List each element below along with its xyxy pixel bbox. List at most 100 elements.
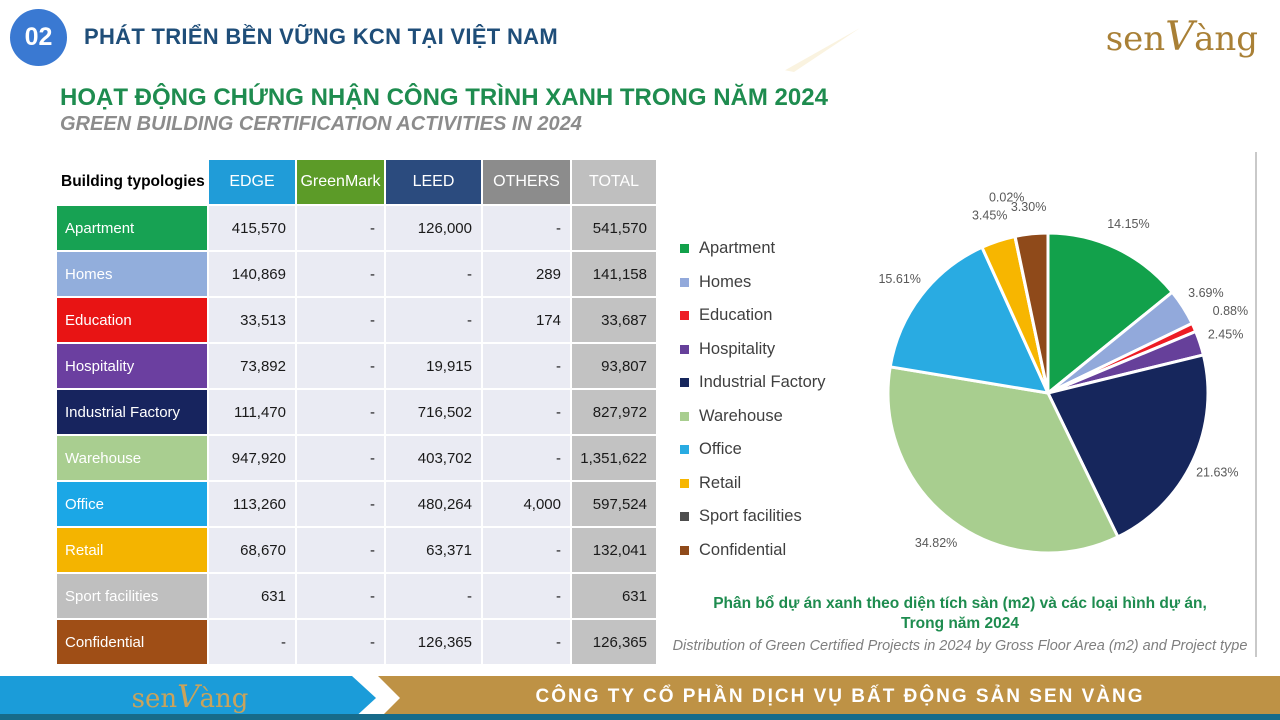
row-label-homes: Homes [57,252,207,296]
footer-blue-arrow [0,676,376,720]
pie-label-sport-facilities: 0.02% [989,190,1024,204]
table-cell: - [386,252,481,296]
legend-swatch [680,344,689,354]
legend-item-hospitality: Hospitality [680,333,826,367]
table-cell: 403,702 [386,436,481,480]
table-cell: - [297,206,384,250]
row-label-sport-facilities: Sport facilities [57,574,207,618]
table-cell: - [297,298,384,342]
table-cell: 1,351,622 [572,436,656,480]
legend-swatch [680,478,689,488]
table-cell: 73,892 [209,344,295,388]
legend-item-sport-facilities: Sport facilities [680,500,826,534]
legend-label: Education [699,306,773,325]
section-title-en: GREEN BUILDING CERTIFICATION ACTIVITIES … [60,113,582,135]
legend-swatch [680,378,689,388]
table-cell: 93,807 [572,344,656,388]
pie-label-education: 0.88% [1213,304,1248,318]
table-header-edge: EDGE [209,160,295,204]
legend-label: Sport facilities [699,507,802,526]
legend-item-homes: Homes [680,266,826,300]
table-cell: - [297,620,384,664]
table-cell: - [297,252,384,296]
pie-label-office: 15.61% [878,272,920,286]
pie-legend: Apartment Homes Education Hospitality Indust… [680,232,826,567]
table-cell: 126,000 [386,206,481,250]
pie-label-retail: 3.45% [972,208,1007,222]
pie-slice-office [888,245,1051,395]
pie-chart: 14.15% 3.69% 0.88% 2.45% 21.63% 34.82% 15.61% 3… [878,190,1248,555]
table-cell: - [483,620,570,664]
legend-swatch [680,311,689,321]
legend-swatch [680,244,689,254]
table-cell: 480,264 [386,482,481,526]
legend-label: Industrial Factory [699,373,826,392]
table-cell: 597,524 [572,482,656,526]
table-cell: - [297,344,384,388]
row-label-retail: Retail [57,528,207,572]
table-header-others: OTHERS [483,160,570,204]
footer-senvang-logo: senVàng [130,679,250,715]
chart-area-border [1255,152,1257,657]
table-cell: - [483,390,570,434]
row-label-warehouse: Warehouse [57,436,207,480]
table-cell: 415,570 [209,206,295,250]
row-label-confidential: Confidential [57,620,207,664]
pie-slice-confidential [1013,231,1050,394]
pie-label-hospitality: 2.45% [1208,328,1243,342]
table-cell: 174 [483,298,570,342]
table-cell: 289 [483,252,570,296]
legend-label: Retail [699,473,742,492]
decorative-triangle [785,28,860,72]
table-cell: - [386,574,481,618]
table-header-building-typologies: Building typologies [57,160,207,204]
table-cell: 126,365 [572,620,656,664]
table-cell: 126,365 [386,620,481,664]
legend-item-office: Office [680,433,826,467]
table-cell: - [483,528,570,572]
legend-item-education: Education [680,299,826,333]
table-header-total: TOTAL [572,160,656,204]
table-cell: 132,041 [572,528,656,572]
legend-item-confidential: Confidential [680,534,826,568]
pie-label-homes: 3.69% [1188,286,1223,300]
footer-company-name: CÔNG TY CỔ PHẦN DỊCH VỤ BẤT ĐỘNG SẢN SEN… [535,686,1145,707]
table-cell: 141,158 [572,252,656,296]
table-cell: 631 [572,574,656,618]
pie-label-industrial-factory: 21.63% [1196,466,1238,480]
table-cell: 140,869 [209,252,295,296]
logo-text: sen [1105,19,1166,59]
pie-slice-apartment [1046,231,1175,397]
table-cell: - [297,528,384,572]
slide-title: PHÁT TRIỂN BỀN VỮNG KCN TẠI VIỆT NAM [84,24,558,49]
pie-slice-industrial-factory [1045,353,1210,539]
footer-bar: senVàng CÔNG TY CỔ PHẦN DỊCH VỤ BẤT ĐỘNG… [0,676,1280,720]
table-cell: 113,260 [209,482,295,526]
table-cell: - [483,206,570,250]
pie-label-apartment: 14.15% [1107,217,1149,231]
legend-item-industrial-factory: Industrial Factory [680,366,826,400]
legend-item-warehouse: Warehouse [680,400,826,434]
legend-swatch [680,411,689,421]
legend-label: Warehouse [699,406,783,425]
legend-item-retail: Retail [680,467,826,501]
table-cell: 716,502 [386,390,481,434]
logo-text: sen [131,684,178,714]
logo-leaf-glyph: V [177,679,200,715]
table-header-leed: LEED [386,160,481,204]
row-label-hospitality: Hospitality [57,344,207,388]
row-label-office: Office [57,482,207,526]
table-cell: - [297,574,384,618]
table-cell: 68,670 [209,528,295,572]
table-cell: 19,915 [386,344,481,388]
pie-slice-warehouse [886,365,1120,555]
footer-gold-band [378,676,1280,720]
legend-swatch [680,512,689,522]
row-label-apartment: Apartment [57,206,207,250]
table-header-greenmark: GreenMark [297,160,384,204]
header-bar: 02 PHÁT TRIỂN BỀN VỮNG KCN TẠI VIỆT NAM … [0,0,1280,72]
pie-label-warehouse: 34.82% [915,536,957,550]
chart-caption-en: Distribution of Green Certified Projects… [672,638,1248,654]
table-cell: 33,513 [209,298,295,342]
table-cell: 631 [209,574,295,618]
